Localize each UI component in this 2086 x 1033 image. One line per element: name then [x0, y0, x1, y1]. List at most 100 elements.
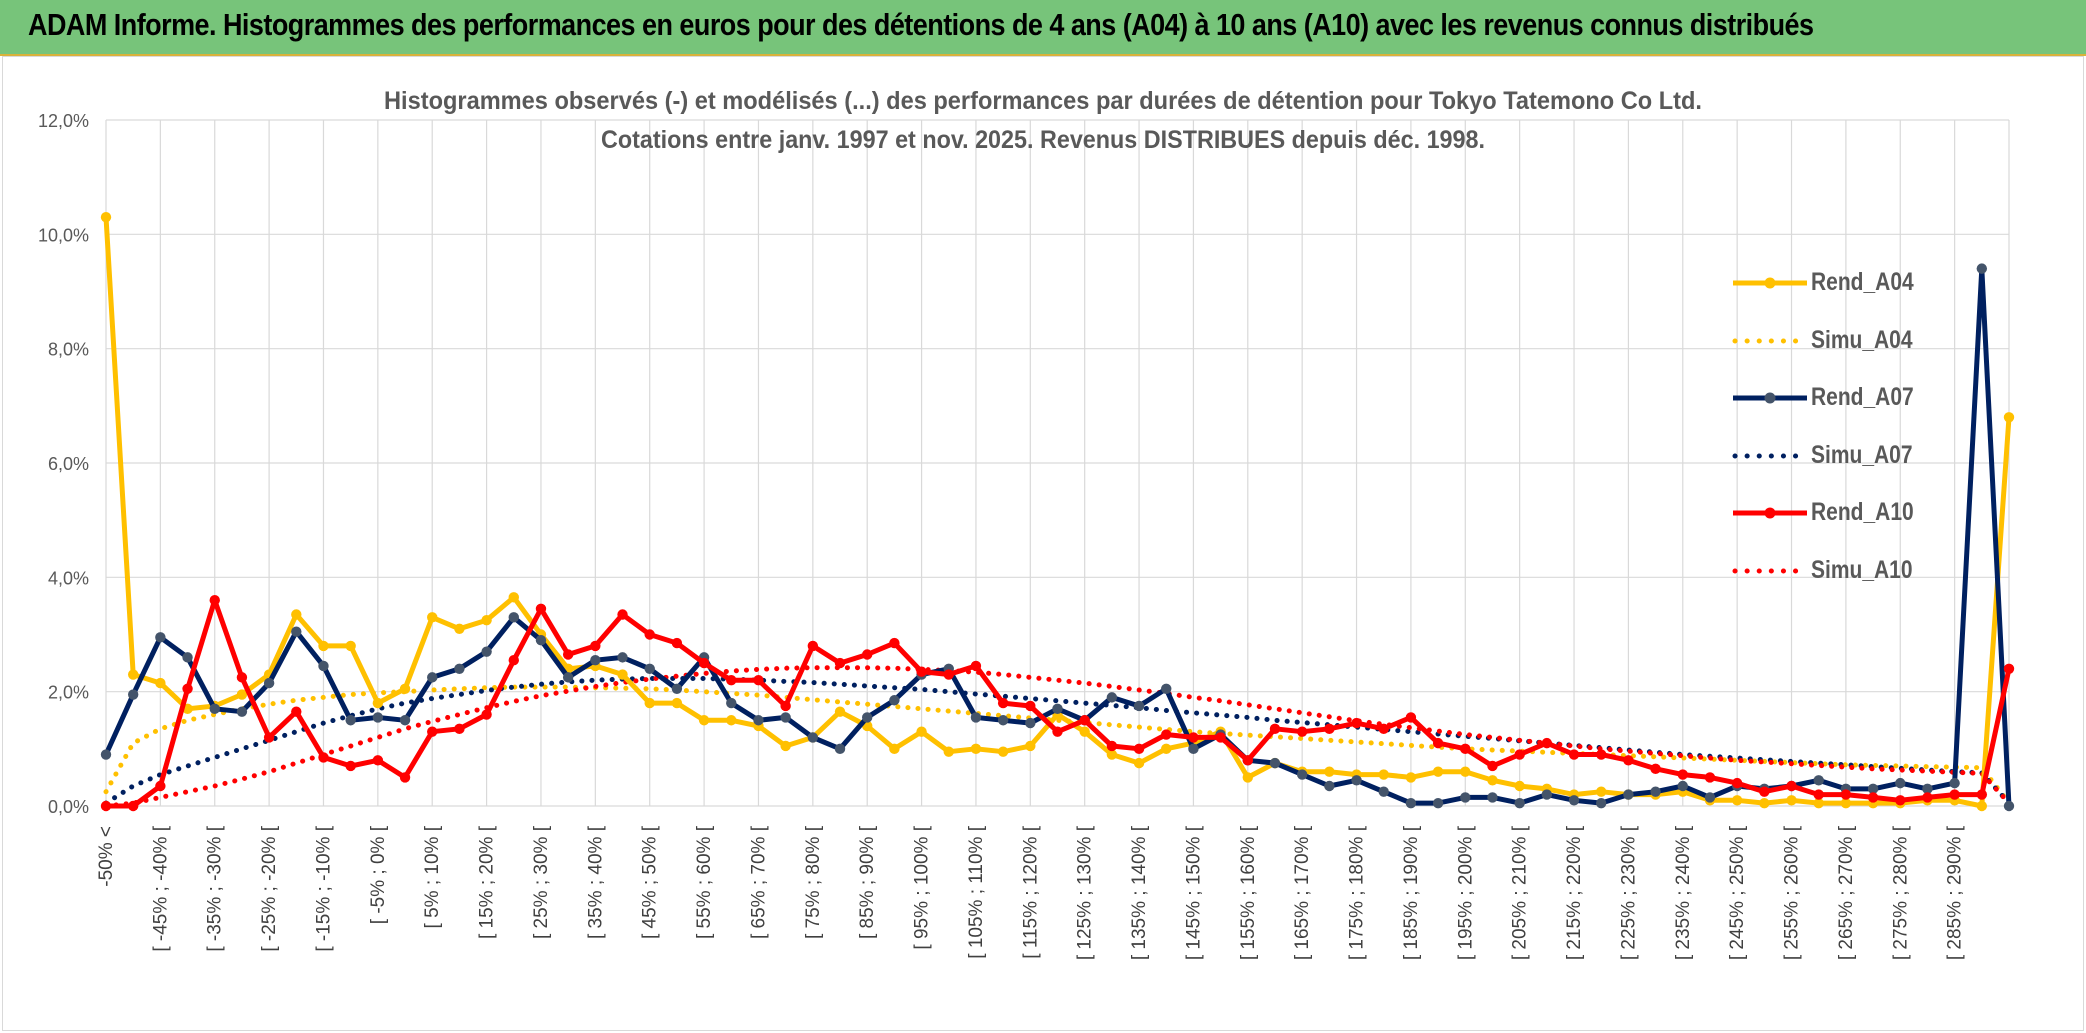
x-tick-label: [ 135% ; 140% [ — [1129, 825, 1150, 960]
legend-label-simu-a10: Simu_A10 — [1811, 555, 1913, 584]
data-point-rend-a04 — [834, 706, 846, 717]
data-point-rend-a07 — [209, 703, 220, 715]
data-point-rend-a04 — [1242, 772, 1254, 783]
x-tick-label: [ 195% ; 200% [ — [1455, 825, 1476, 960]
x-tick-label: [ 5% ; 10% [ — [422, 825, 443, 928]
data-point-rend-a07 — [671, 683, 683, 695]
x-tick-label: [ 175% ; 180% [ — [1347, 825, 1368, 960]
data-point-rend-a10 — [1786, 780, 1797, 792]
legend-swatch-rend-a04 — [1733, 277, 1807, 289]
data-point-rend-a10 — [1840, 789, 1852, 800]
x-tick-label: [ 45% ; 50% [ — [640, 825, 661, 939]
data-point-rend-a10 — [1215, 732, 1226, 743]
x-tick-label: -50% < — [96, 826, 117, 887]
data-point-rend-a07 — [807, 732, 819, 743]
data-point-rend-a10 — [182, 683, 193, 695]
data-point-rend-a10 — [399, 772, 411, 783]
data-point-rend-a04 — [508, 592, 519, 603]
data-point-rend-a10 — [753, 675, 764, 686]
data-point-rend-a10 — [1161, 729, 1172, 740]
chart-title: Histogrammes observés (-) et modélisés (… — [384, 87, 1702, 115]
data-point-rend-a10 — [590, 640, 601, 652]
data-point-rend-a04 — [481, 615, 492, 626]
series-line-simu-a10 — [103, 665, 2012, 809]
data-point-rend-a07 — [372, 712, 384, 723]
data-point-rend-a10 — [345, 760, 356, 772]
legend-label-simu-a07: Simu_A07 — [1811, 440, 1913, 469]
data-point-rend-a04 — [155, 677, 166, 689]
x-tick-label: [ 115% ; 120% [ — [1020, 825, 1041, 958]
x-tick-label: [ 245% ; 250% [ — [1727, 825, 1748, 960]
data-point-rend-a04 — [236, 689, 248, 700]
legend-marker-rend-a07 — [1764, 392, 1776, 404]
data-point-rend-a04 — [318, 640, 329, 652]
data-point-rend-a04 — [698, 715, 710, 726]
data-point-rend-a10 — [535, 603, 547, 614]
data-point-rend-a10 — [943, 669, 954, 680]
data-point-rend-a10 — [1188, 732, 1199, 743]
data-point-rend-a07 — [1568, 795, 1580, 806]
data-point-rend-a10 — [481, 709, 492, 720]
data-point-rend-a10 — [1296, 726, 1308, 737]
data-point-rend-a07 — [1650, 786, 1661, 797]
chart-plot: 0,0% 2,0% 4,0% 6,0% 8,0% 10,0% 12,0% -50% < [ -4… — [38, 87, 2015, 960]
data-point-rend-a04 — [1731, 795, 1743, 806]
data-point-rend-a07 — [508, 612, 519, 623]
x-tick-label: [ 255% ; 260% [ — [1782, 825, 1803, 960]
data-point-rend-a04 — [372, 697, 384, 709]
data-point-rend-a07 — [1623, 789, 1634, 800]
data-point-rend-a07 — [481, 646, 492, 657]
data-point-rend-a10 — [1025, 700, 1036, 712]
data-point-rend-a07 — [236, 706, 248, 717]
data-point-rend-a07 — [1025, 717, 1036, 729]
data-point-rend-a10 — [1487, 760, 1498, 772]
data-point-rend-a10 — [1405, 712, 1417, 723]
data-point-rend-a10 — [318, 752, 329, 763]
data-point-rend-a10 — [508, 655, 519, 666]
data-point-rend-a07 — [1677, 780, 1688, 792]
data-point-rend-a04 — [1432, 766, 1444, 777]
data-point-rend-a10 — [562, 649, 574, 660]
data-point-rend-a10 — [155, 780, 166, 792]
data-point-rend-a04 — [2003, 412, 2015, 423]
data-point-rend-a10 — [1269, 723, 1281, 735]
data-point-rend-a10 — [1242, 755, 1254, 766]
data-point-rend-a04 — [291, 609, 302, 620]
data-point-rend-a10 — [1514, 749, 1525, 760]
legend-item-rend-a10: Rend_A10 — [1731, 487, 1941, 545]
x-tick-label: [ 225% ; 230% [ — [1618, 825, 1639, 960]
data-point-rend-a07 — [1106, 692, 1118, 703]
data-point-rend-a04 — [1378, 769, 1389, 780]
data-point-rend-a04 — [943, 746, 954, 757]
x-tick-label: [ -5% ; 0% [ — [368, 825, 389, 924]
data-point-rend-a07 — [970, 712, 982, 723]
data-point-rend-a04 — [1976, 800, 1988, 812]
x-tick-label: [ 185% ; 190% [ — [1401, 825, 1422, 960]
y-tick-label: 8,0% — [48, 340, 89, 360]
data-point-rend-a07 — [1514, 797, 1525, 809]
data-point-rend-a07 — [1378, 786, 1389, 797]
data-point-rend-a10 — [997, 697, 1009, 709]
data-point-rend-a07 — [345, 715, 356, 726]
data-point-rend-a07 — [454, 663, 465, 674]
data-point-rend-a10 — [1731, 777, 1743, 789]
data-point-rend-a10 — [698, 657, 710, 669]
data-point-rend-a04 — [644, 697, 655, 709]
legend-item-simu-a10: Simu_A10 — [1731, 545, 1941, 603]
x-tick-label: [ 35% ; 40% [ — [585, 825, 606, 939]
y-tick-label: 4,0% — [48, 568, 89, 588]
x-tick-label: [ 125% ; 130% [ — [1075, 825, 1096, 960]
data-point-rend-a07 — [535, 635, 547, 646]
data-point-rend-a10 — [1895, 795, 1906, 806]
data-point-rend-a10 — [427, 726, 438, 737]
legend-swatch-rend-a10 — [1733, 507, 1807, 519]
x-tick-label: [ 165% ; 170% [ — [1292, 825, 1313, 960]
data-point-rend-a10 — [1813, 789, 1824, 800]
legend-item-simu-a04: Simu_A04 — [1731, 315, 1941, 373]
y-tick-label: 0,0% — [48, 797, 89, 817]
data-point-rend-a07 — [427, 672, 438, 683]
data-point-rend-a04 — [671, 697, 683, 709]
data-point-rend-a10 — [1704, 772, 1716, 783]
data-point-rend-a10 — [1541, 737, 1553, 749]
legend-swatch-simu-a07 — [1732, 453, 1809, 458]
